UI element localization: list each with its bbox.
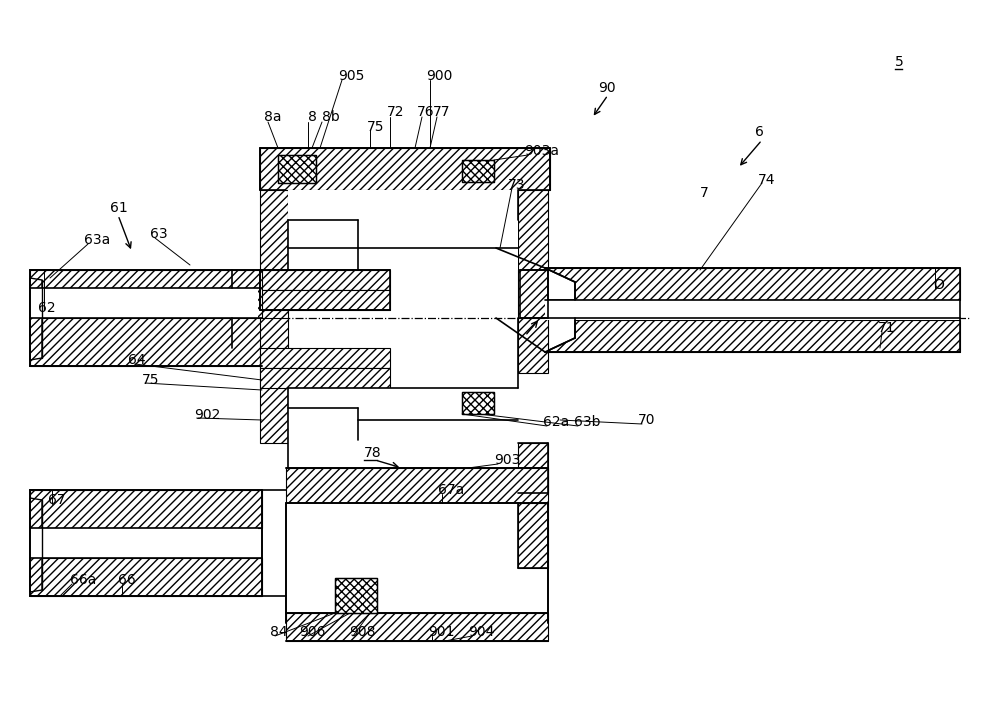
Text: 70: 70 [638, 413, 656, 427]
Bar [462, 160, 494, 182]
Bar [260, 290, 390, 310]
Bar [462, 160, 494, 182]
Text: 5: 5 [895, 55, 904, 69]
Text: 902: 902 [194, 408, 220, 422]
Bar [30, 270, 262, 318]
Text: 90: 90 [598, 81, 616, 95]
Bar [518, 190, 548, 270]
Text: 903a: 903a [524, 144, 559, 158]
Bar [30, 288, 258, 318]
Bar [335, 578, 377, 613]
Bar [462, 392, 494, 414]
Bar [462, 392, 494, 414]
Bar [30, 558, 262, 596]
Text: 75: 75 [142, 373, 160, 387]
Text: 74: 74 [758, 173, 776, 187]
Bar [288, 388, 520, 468]
Bar [286, 503, 548, 623]
Text: 62: 62 [38, 301, 56, 315]
Bar [278, 155, 316, 183]
Text: 61: 61 [110, 201, 128, 215]
Text: O: O [933, 278, 944, 292]
Text: 62a: 62a [543, 415, 569, 429]
Bar [30, 528, 258, 558]
Text: 77: 77 [433, 105, 450, 119]
Bar [260, 190, 288, 320]
Bar [545, 320, 960, 352]
Text: 71: 71 [878, 321, 896, 335]
Bar [260, 148, 550, 190]
Text: 908: 908 [349, 625, 376, 639]
Bar [518, 503, 548, 568]
Bar [260, 348, 390, 368]
Text: 905: 905 [338, 69, 364, 83]
Text: 900: 900 [426, 69, 452, 83]
Text: 66a: 66a [70, 573, 96, 587]
Text: 84: 84 [270, 625, 288, 639]
Text: 75: 75 [367, 120, 384, 134]
Polygon shape [545, 318, 575, 352]
Bar [260, 318, 288, 443]
Text: 67: 67 [48, 493, 66, 507]
Text: 63b: 63b [574, 415, 600, 429]
Text: 63a: 63a [84, 233, 110, 247]
Bar [286, 468, 548, 503]
Text: 63: 63 [150, 227, 168, 241]
Bar [30, 490, 262, 528]
Bar [545, 318, 960, 320]
Bar [518, 270, 546, 320]
Bar [278, 155, 316, 183]
Text: 903: 903 [494, 453, 520, 467]
Bar [335, 578, 377, 613]
Bar [288, 190, 518, 270]
Polygon shape [30, 278, 42, 360]
Text: 64: 64 [128, 353, 146, 367]
Bar [518, 443, 548, 493]
Text: 67a: 67a [438, 483, 464, 497]
Text: 76: 76 [417, 105, 435, 119]
Text: 7: 7 [700, 186, 709, 200]
Text: 78: 78 [364, 446, 382, 460]
Text: 6: 6 [755, 125, 764, 139]
Text: 906: 906 [299, 625, 326, 639]
Text: 8: 8 [308, 110, 317, 124]
Text: 8a: 8a [264, 110, 282, 124]
Polygon shape [30, 498, 42, 592]
Text: 72: 72 [387, 105, 404, 119]
Polygon shape [520, 270, 548, 318]
Polygon shape [545, 268, 575, 300]
Text: 8b: 8b [322, 110, 340, 124]
Bar [518, 318, 548, 373]
Bar [260, 368, 390, 388]
Bar [286, 613, 548, 641]
Text: 901: 901 [428, 625, 454, 639]
Text: 904: 904 [468, 625, 494, 639]
Bar [545, 268, 960, 300]
Bar [30, 318, 262, 366]
Text: 73: 73 [508, 178, 526, 192]
Bar [545, 300, 960, 318]
Bar [260, 270, 390, 290]
Text: 66: 66 [118, 573, 136, 587]
